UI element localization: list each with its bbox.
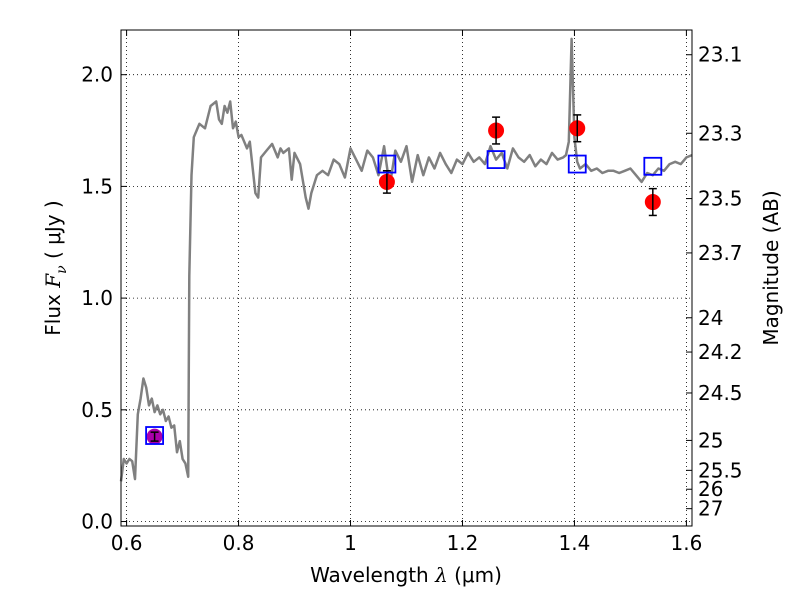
template-spectrum: [119, 37, 693, 482]
grid: [121, 30, 692, 526]
y-tick-label: 2.0: [81, 63, 113, 87]
plot-frame: [120, 29, 693, 527]
y-tick-label: 0.0: [81, 510, 113, 534]
model-point: [377, 154, 397, 174]
y2-tick-label: 23.3: [698, 121, 743, 145]
x-axis-title: Wavelength λ (μm): [310, 563, 502, 587]
y-tick-label: 0.5: [81, 398, 113, 422]
x-tick-label: 1.6: [670, 531, 702, 555]
y-tick-label: 1.5: [81, 174, 113, 198]
model-point: [643, 156, 663, 176]
x-tick-label: 0.8: [223, 531, 255, 555]
y2-tick-label: 27: [698, 497, 723, 521]
y2-tick-label: 23.5: [698, 187, 743, 211]
y-tick-label: 1.0: [81, 286, 113, 310]
model-point: [145, 426, 164, 445]
x-tick-label: 0.6: [111, 531, 143, 555]
y2-tick-label: 24.5: [698, 381, 743, 405]
y2-axis-title: Magnitude (AB): [759, 190, 783, 345]
x-tick-label: 1.4: [559, 531, 591, 555]
x-tick-label: 1.2: [447, 531, 479, 555]
y2-tick-label: 23.1: [698, 43, 743, 67]
model-point: [567, 154, 587, 174]
plot-background: [121, 30, 692, 526]
y2-tick-label: 25: [698, 428, 723, 452]
y2-tick-label: 26: [698, 477, 723, 501]
y2-tick-label: 24: [698, 306, 723, 330]
model-point: [486, 150, 506, 169]
y2-tick-label: 24.2: [698, 340, 743, 364]
spectrum-line: [119, 37, 693, 482]
x-tick-label: 1: [344, 531, 357, 555]
axis-ticks: 0.6 0.8 1 1.2 1.4 1.6 0.0 0.5 1.0 1.5 2.0 23.1 23.3 2…: [81, 30, 743, 555]
photometry-points: [145, 114, 663, 445]
y2-tick-label: 23.7: [698, 241, 743, 265]
y2-tick-label: 25.5: [698, 458, 743, 482]
y-axis-title: Flux Fν ( μJy ): [41, 200, 70, 335]
